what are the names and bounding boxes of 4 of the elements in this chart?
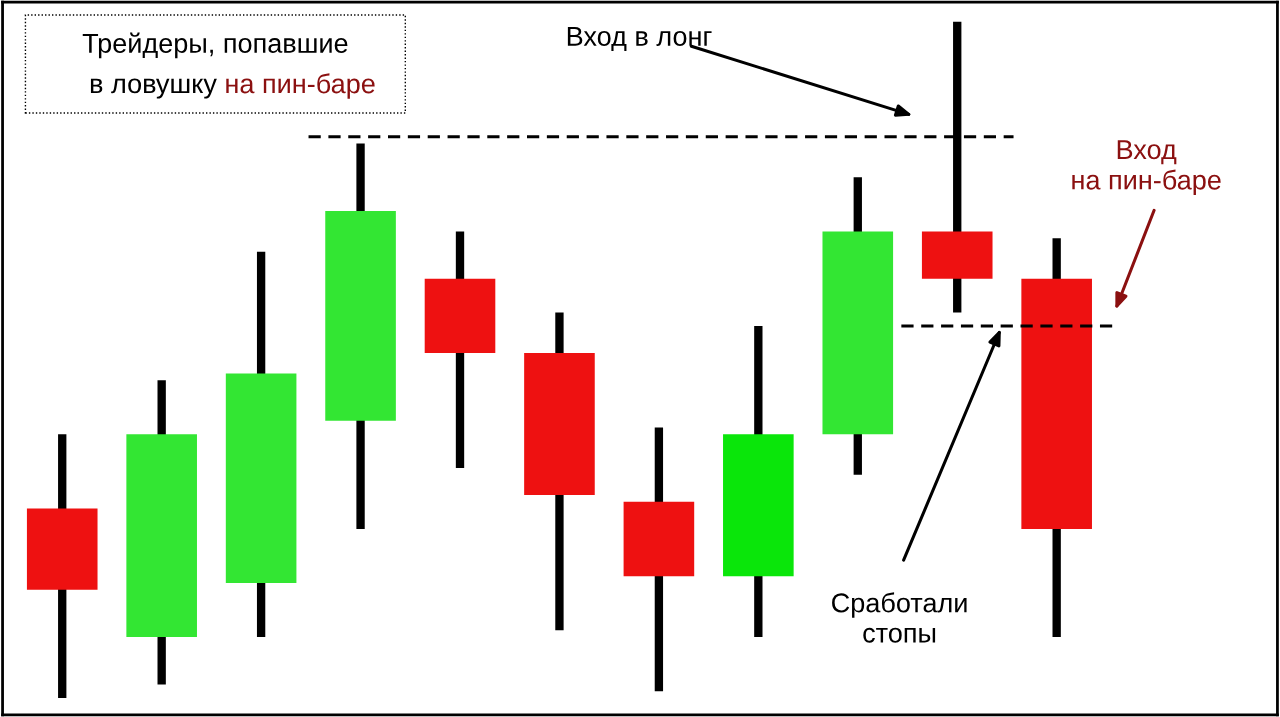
text: Трейдеры, попавшие в ловушку на пин-баре [82,32,375,99]
annotation: Вход в лонг [567,27,712,52]
annotation: Сработали стопы [832,592,967,643]
annotation: Вход на пин-баре [1072,140,1221,195]
